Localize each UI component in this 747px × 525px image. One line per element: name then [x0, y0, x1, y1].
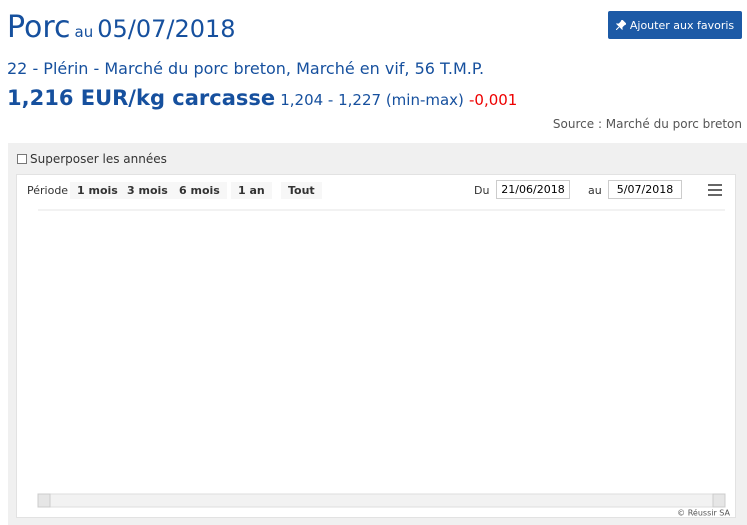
favorite-button[interactable]: 1,21,2051,211,21522/06/1824/06/1826/06/1… — [608, 11, 742, 39]
overlay-toggle[interactable]: Superposer les années — [17, 152, 167, 166]
to-input[interactable]: 5/07/2018 — [608, 180, 682, 199]
period-button[interactable]: Tout — [281, 182, 322, 199]
period-button[interactable]: 1 an — [231, 182, 272, 199]
source: Source : Marché du porc breton — [552, 117, 742, 131]
au: au — [74, 23, 94, 41]
from-input[interactable]: 21/06/2018 — [496, 180, 570, 199]
range: 1,204 - 1,227 (min-max) — [280, 91, 464, 109]
scrollbar[interactable] — [37, 493, 726, 508]
overlay-label: Superposer les années — [30, 152, 167, 166]
period-label: Période — [27, 184, 69, 197]
title: Porc au 05/07/2018 — [7, 10, 236, 45]
period-button[interactable]: 6 mois — [172, 182, 227, 199]
period-button[interactable]: 3 mois — [120, 182, 175, 199]
scroll-right[interactable] — [712, 493, 726, 508]
date: 05/07/2018 — [97, 15, 236, 43]
product: Porc — [7, 10, 71, 45]
price: 1,216 EUR/kg carcasse — [7, 86, 276, 110]
pin-icon: 1,21,2051,211,21522/06/1824/06/1826/06/1… — [615, 20, 626, 30]
to-label: au — [588, 184, 602, 197]
favorite-label: Ajouter aux favoris — [629, 18, 735, 32]
period-button[interactable]: 1 mois — [70, 182, 125, 199]
price-line: 1,216 EUR/kg carcasse 1,204 - 1,227 (min… — [7, 86, 517, 110]
scroll-left[interactable] — [37, 493, 51, 508]
menu-icon[interactable] — [708, 184, 722, 196]
market: 22 - Plérin - Marché du porc breton, Mar… — [7, 59, 485, 78]
credit: © Réussir SA — [677, 508, 730, 518]
change: -0,001 — [469, 91, 518, 109]
chart-box — [16, 174, 736, 518]
checkbox[interactable] — [17, 154, 27, 164]
from-label: Du — [474, 184, 490, 197]
